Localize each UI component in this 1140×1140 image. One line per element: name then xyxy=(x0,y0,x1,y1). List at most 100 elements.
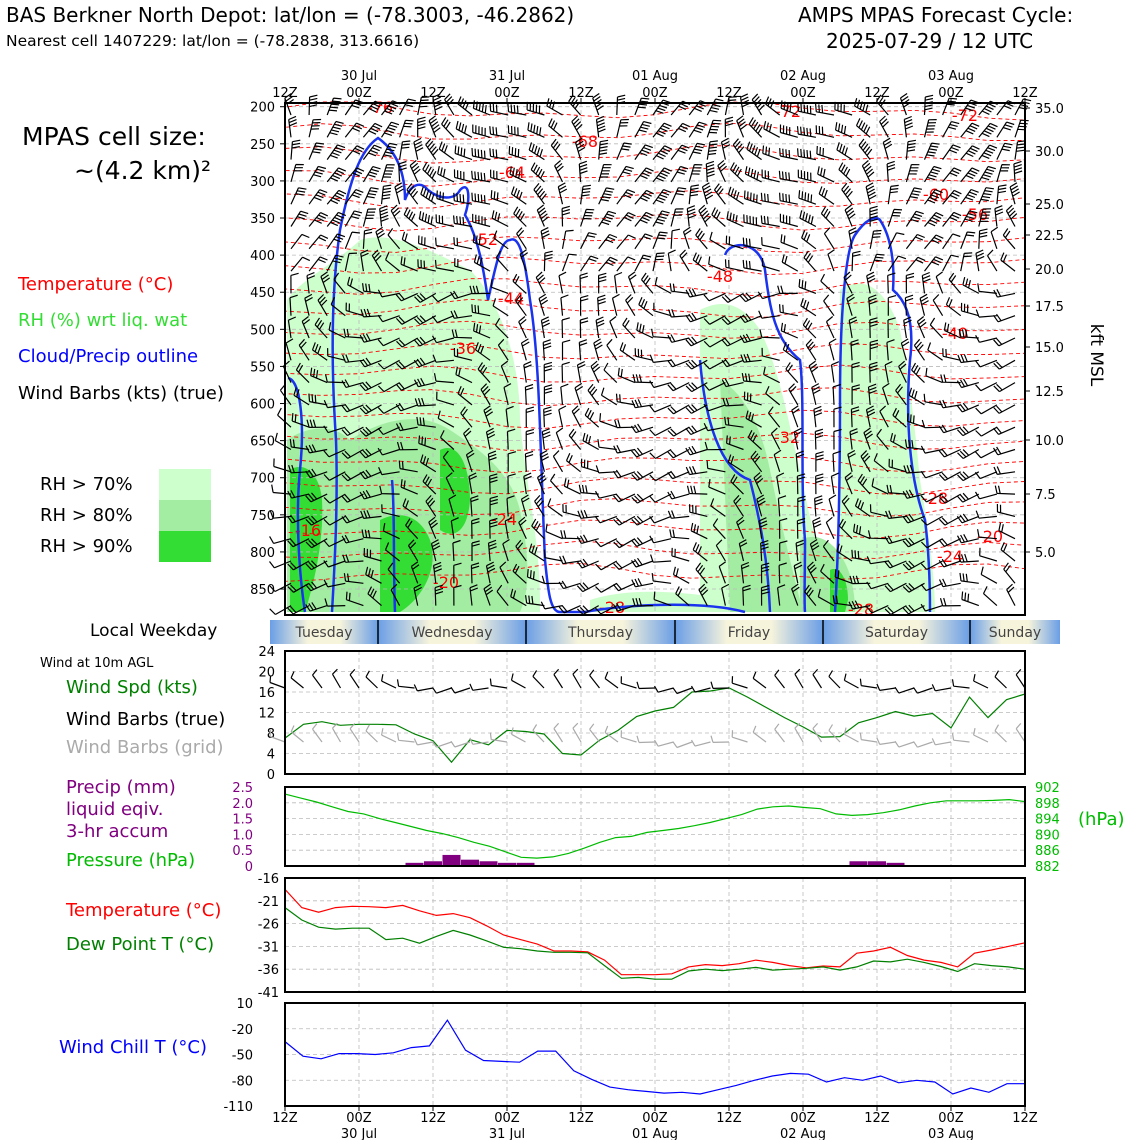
wind-barb xyxy=(448,494,457,517)
wind-barb xyxy=(359,333,382,343)
pressure-tick-label: 550 xyxy=(250,360,275,375)
wind-barb xyxy=(422,162,437,183)
wind-barb xyxy=(614,271,623,294)
wind-barb xyxy=(940,374,961,384)
wind-barb xyxy=(957,553,979,563)
wind-barb xyxy=(924,189,943,205)
weekday-label: Friday xyxy=(728,625,770,641)
wind-barb-true xyxy=(859,678,878,689)
wind-barb xyxy=(323,425,346,434)
wind-barb xyxy=(555,427,564,450)
wind-barb xyxy=(782,341,799,361)
wind-barb xyxy=(574,137,586,160)
wind-barb xyxy=(503,383,512,406)
wind-barb xyxy=(685,404,708,414)
wind-barb xyxy=(721,358,744,368)
precip-bar xyxy=(479,861,498,866)
wind-barb xyxy=(939,493,961,504)
wind-barb xyxy=(341,534,364,544)
temperature-contour-label: -44 xyxy=(498,289,524,308)
wind-barb xyxy=(961,591,980,607)
wind-barb xyxy=(545,523,563,540)
wind-barb xyxy=(492,298,509,317)
wind-barb xyxy=(721,583,730,606)
wind-barb xyxy=(785,362,799,383)
wind-barb xyxy=(714,183,726,205)
wind-barb xyxy=(739,292,762,303)
pressure-tick-label: 902 xyxy=(1035,781,1060,796)
rh-legend-90-swatch xyxy=(159,531,211,562)
temperature-tick-label: -36 xyxy=(258,963,279,978)
wind-barb xyxy=(310,367,328,384)
wind-barb xyxy=(902,537,925,548)
wind-barb-true xyxy=(290,671,304,689)
cloud-outline xyxy=(833,216,932,613)
windchill-label: Wind Chill T (°C) xyxy=(59,1037,207,1058)
wind-barb xyxy=(380,164,395,183)
wind-barb xyxy=(743,391,762,406)
wind-barb xyxy=(506,495,515,517)
wind-barb xyxy=(1000,542,1016,562)
wind-barb xyxy=(395,315,418,325)
wind-barb xyxy=(508,146,527,161)
wind-barb xyxy=(888,458,907,473)
wind-barb xyxy=(326,254,344,272)
top-date-label: 31 Jul xyxy=(489,69,525,84)
wind-barb xyxy=(616,189,636,205)
temperature-contour xyxy=(284,498,1026,518)
wind-barb xyxy=(979,547,998,562)
wind-barb xyxy=(290,210,309,227)
wind-barb-true xyxy=(349,669,360,689)
wind-barb-true xyxy=(620,676,637,689)
wind-barb xyxy=(326,233,346,250)
wind-barb xyxy=(536,204,549,227)
wind-barb xyxy=(609,316,618,339)
wind-barb xyxy=(738,539,748,562)
temperature-contour xyxy=(284,320,1026,339)
wind-barb xyxy=(924,234,944,250)
bottom-date-label: 01 Aug xyxy=(632,1127,678,1140)
wind-barb xyxy=(890,432,907,451)
wind-barb xyxy=(942,348,961,361)
wind-barb xyxy=(996,184,1007,205)
legend-rh: RH (%) wrt liq. wat xyxy=(18,310,188,331)
wind-barb xyxy=(675,586,690,607)
wind-barb xyxy=(726,211,744,228)
wind-barb xyxy=(284,93,294,116)
wind-barb xyxy=(905,139,917,160)
wind-barb xyxy=(838,162,853,183)
wind-barb xyxy=(631,471,654,481)
wind-barb xyxy=(568,428,582,450)
wind-barb xyxy=(290,139,301,160)
wind-barb xyxy=(703,423,726,432)
wind-barb xyxy=(341,514,364,524)
wind-barb-true xyxy=(931,684,952,692)
wind-barb xyxy=(932,294,944,317)
dewpoint-label: Dew Point T (°C) xyxy=(66,934,215,955)
wind-barb xyxy=(902,560,925,571)
wind-barb xyxy=(341,379,364,388)
pressure-tick-label: 650 xyxy=(250,435,275,450)
wind-barb xyxy=(920,493,943,503)
wind-barb xyxy=(848,316,858,339)
weekday-label: Tuesday xyxy=(295,625,353,641)
temperature-label: Temperature (°C) xyxy=(66,900,222,921)
wind-barb xyxy=(750,450,763,473)
wind-barb xyxy=(558,605,581,614)
temperature-contour-label: -28 xyxy=(848,600,874,619)
wind-barb xyxy=(938,578,961,588)
wind-barb-true xyxy=(973,673,989,689)
wind-barb-grid xyxy=(349,723,360,743)
wind-barb xyxy=(867,383,877,405)
wind-barb xyxy=(806,561,817,584)
wind-barb xyxy=(854,498,871,517)
wind-barb xyxy=(844,472,854,495)
wind-barb xyxy=(342,554,364,563)
wind-barb xyxy=(377,337,400,347)
wind-barb-true xyxy=(510,673,526,689)
wind-barb xyxy=(927,342,943,361)
wind-barb xyxy=(652,210,670,227)
wind-barb xyxy=(778,562,787,584)
wind-barb xyxy=(830,472,839,495)
